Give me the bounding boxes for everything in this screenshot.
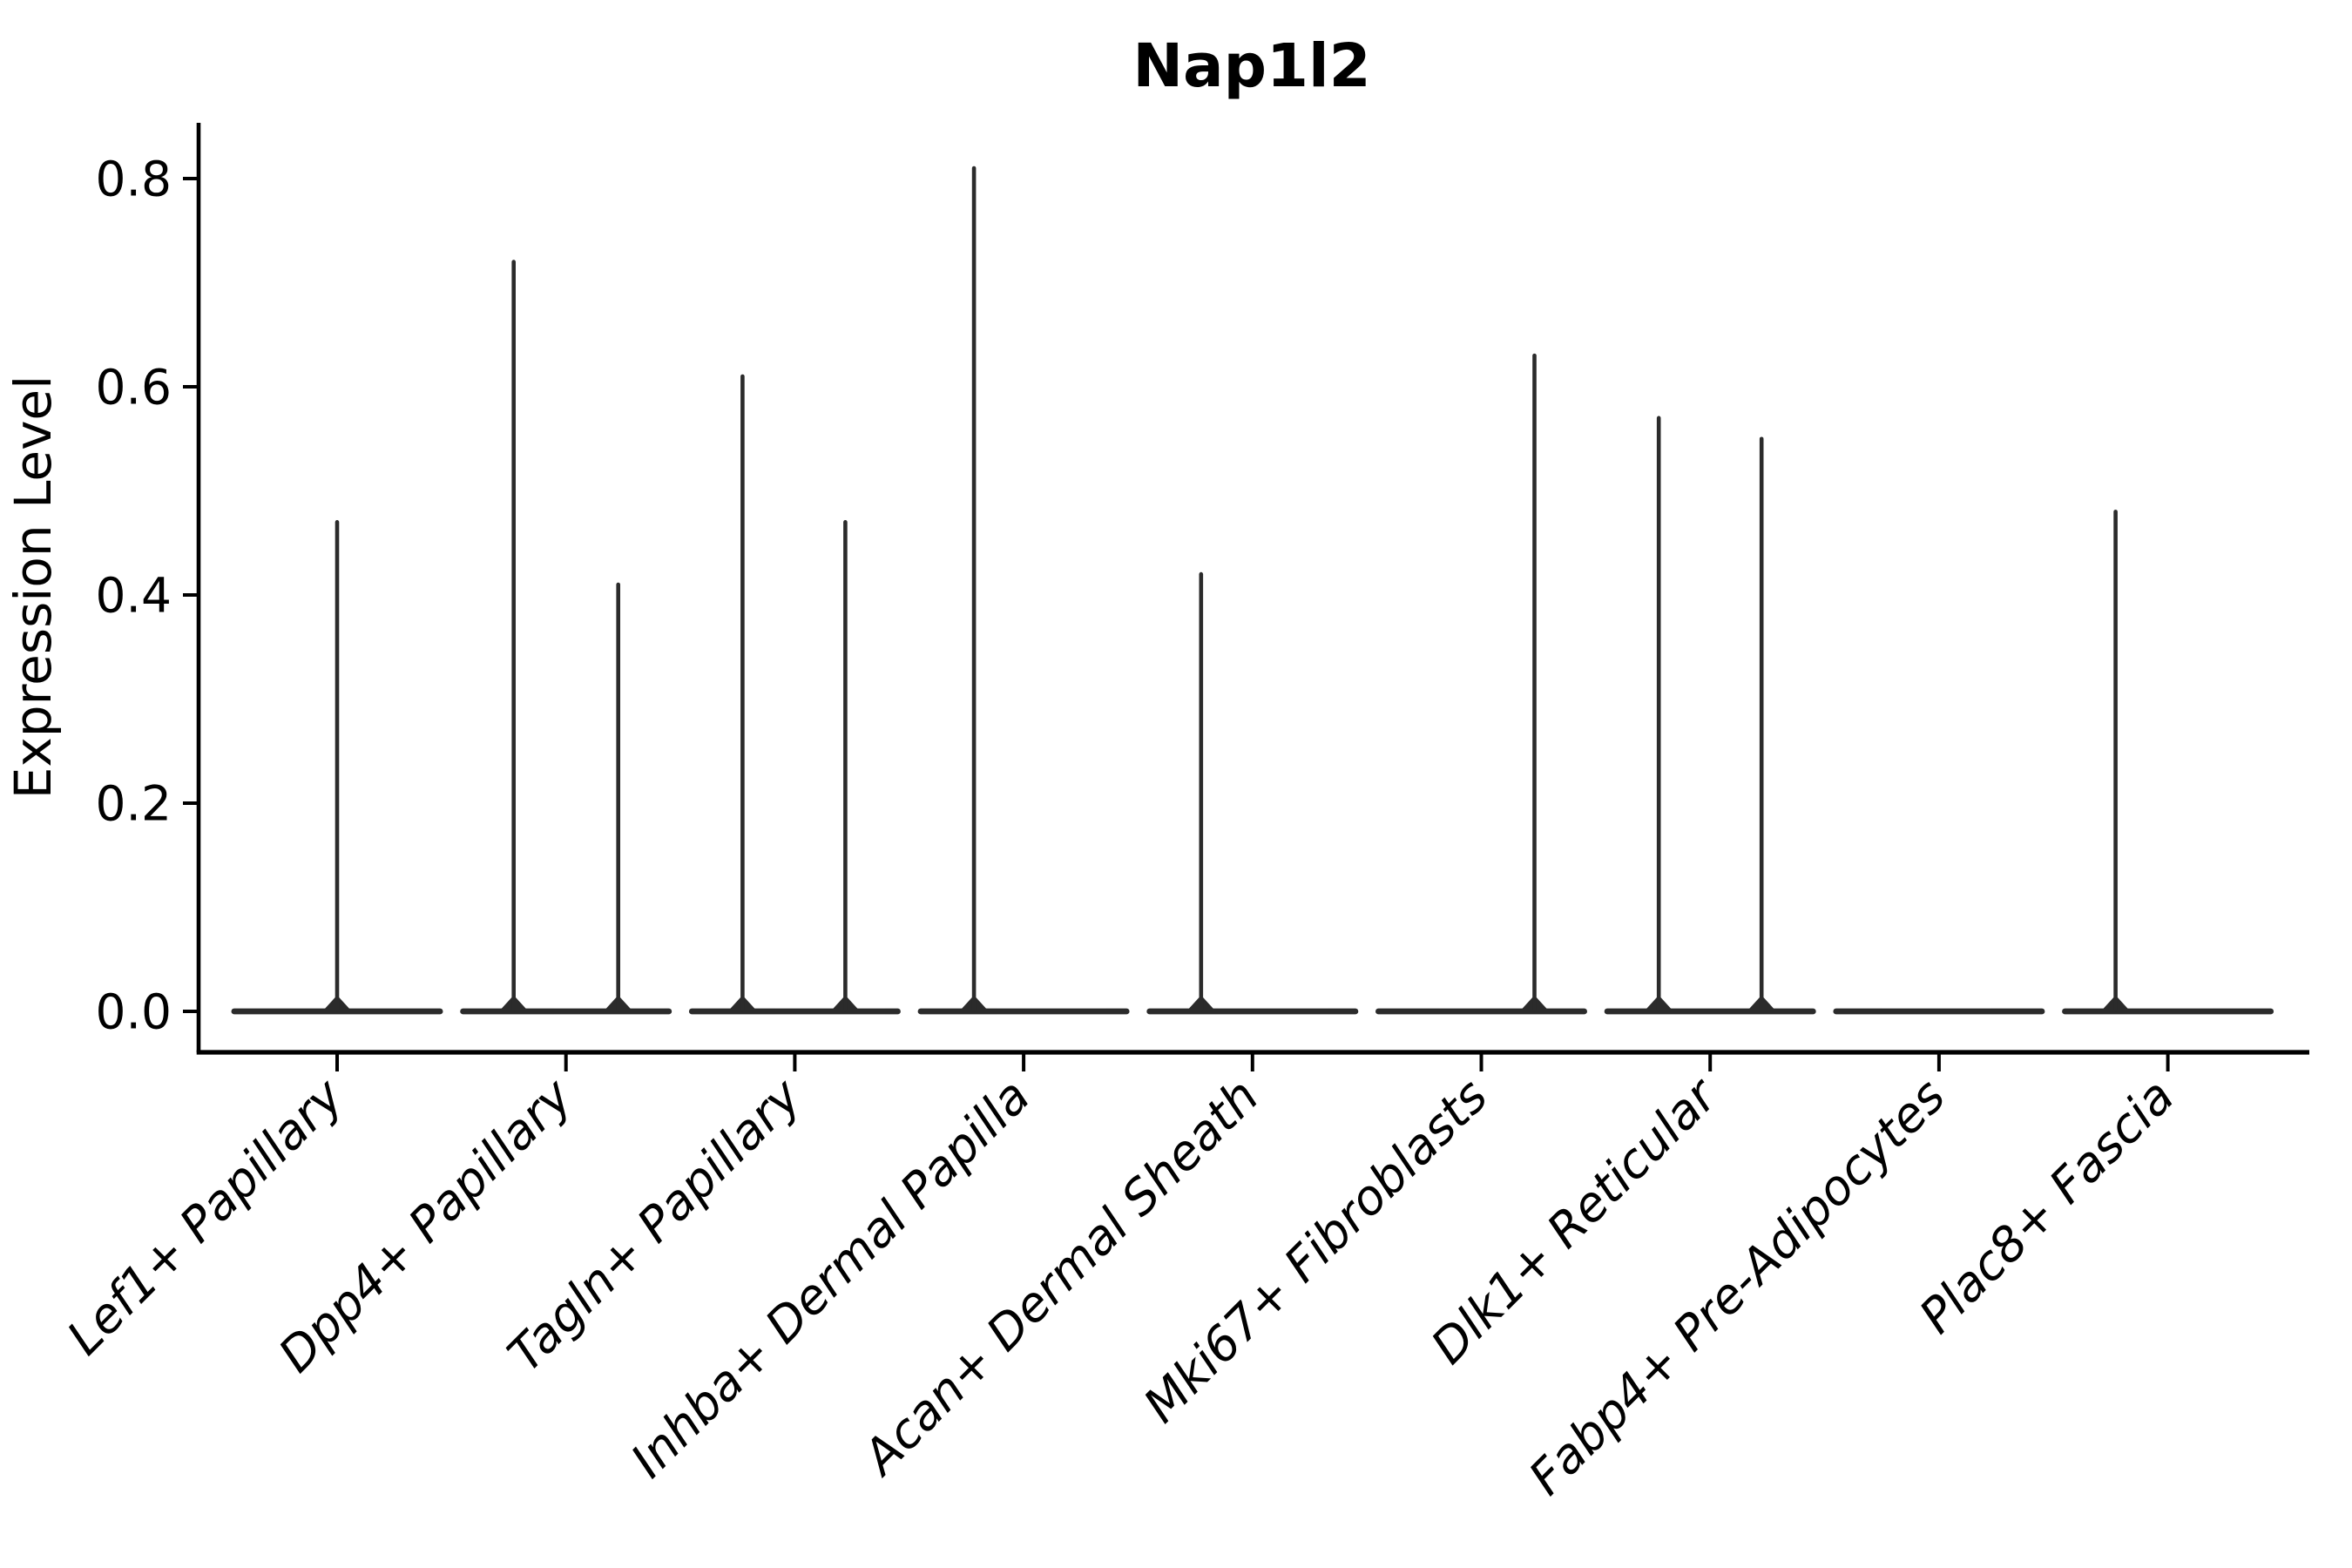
- x-tick-label: Fabp4+ Pre-Adipocytes: [1518, 1068, 1956, 1505]
- y-tick-label: 0.2: [96, 776, 172, 832]
- violin-baseline: [917, 1008, 1130, 1015]
- y-tick-label: 0.4: [96, 568, 172, 624]
- violin-group: [688, 374, 901, 1015]
- violin-group: [1604, 416, 1816, 1015]
- violin-baseline: [1375, 1008, 1587, 1015]
- violin-group: [1375, 353, 1587, 1015]
- violin-group: [1146, 571, 1359, 1015]
- violin-group: [231, 520, 443, 1015]
- y-tick-label: 0.8: [96, 152, 172, 207]
- violin-group: [1833, 1008, 2045, 1015]
- violin-baseline: [1833, 1008, 2045, 1015]
- chart-title: Nap1l2: [1132, 31, 1370, 101]
- x-tick-label: Acan+ Dermal Sheath: [850, 1068, 1269, 1487]
- y-tick-label: 0.6: [96, 360, 172, 416]
- violin-group: [2062, 510, 2274, 1015]
- y-axis-label: Expression Level: [3, 375, 63, 799]
- violin-baseline: [1604, 1008, 1816, 1015]
- violin-group: [460, 260, 672, 1015]
- violin-baseline: [688, 1008, 901, 1015]
- violin-baseline: [460, 1008, 672, 1015]
- x-tick-label: Inhba+ Dermal Papilla: [620, 1068, 1040, 1488]
- violin-group: [917, 166, 1130, 1015]
- y-tick-label: 0.0: [96, 984, 172, 1040]
- violin-baseline: [1146, 1008, 1359, 1015]
- violin-baseline: [2062, 1008, 2274, 1015]
